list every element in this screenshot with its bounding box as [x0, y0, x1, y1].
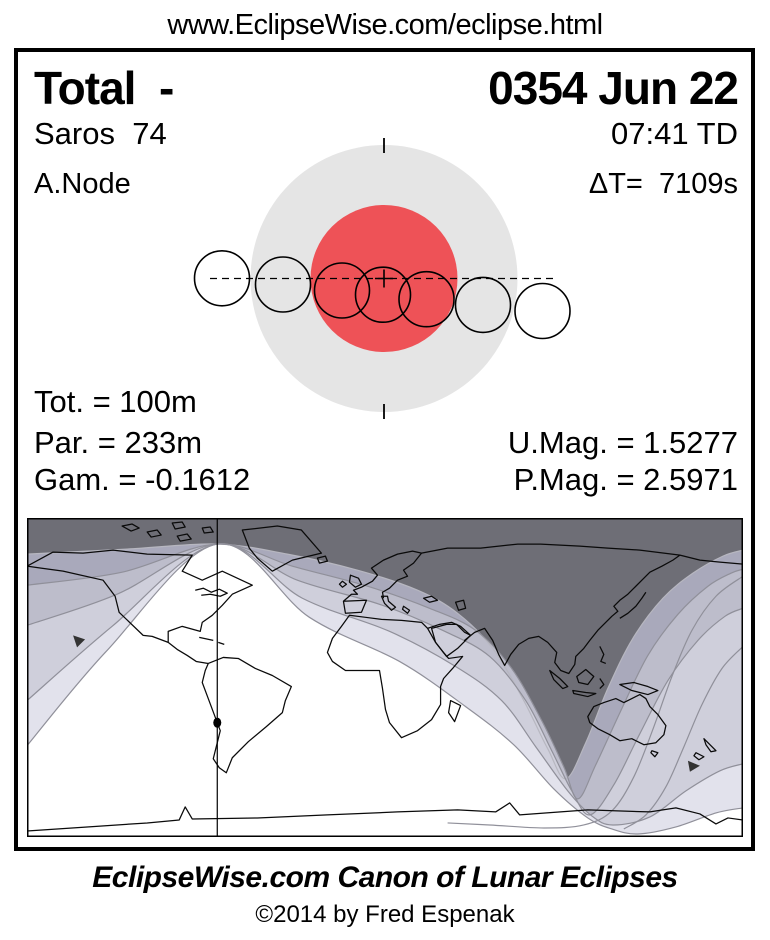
- moon-circle: [454, 276, 512, 334]
- sub-lunar-point-dot: [213, 717, 222, 728]
- visibility-band: [27, 543, 743, 815]
- coastline: [218, 641, 225, 645]
- penumbral-magnitude-label: P.Mag. = 2.5971: [513, 462, 738, 497]
- time-label: 07:41 TD: [611, 116, 738, 151]
- totality-duration-label: Tot. = 100m: [34, 384, 197, 419]
- umbral-magnitude-label: U.Mag. = 1.5277: [507, 425, 738, 460]
- coastline: [27, 802, 743, 832]
- saros-label: Saros 74: [34, 116, 167, 151]
- visibility-band: [27, 543, 743, 825]
- coastline: [619, 681, 659, 696]
- coastline: [201, 526, 214, 534]
- continent-outlines: [27, 521, 743, 832]
- coastline: [167, 641, 209, 665]
- coastline: [199, 636, 214, 641]
- coastline: [454, 599, 467, 611]
- shadow-geometry-diagram: [193, 138, 571, 419]
- coastline: [348, 574, 363, 588]
- band-boundary-lines: [27, 543, 743, 835]
- visibility-map-frame: [27, 518, 743, 837]
- coastline: [401, 605, 411, 614]
- coastline: [427, 554, 681, 675]
- coastline: [422, 595, 439, 603]
- coastline: [121, 523, 140, 532]
- coastline: [342, 599, 368, 614]
- coastline: [447, 699, 462, 723]
- moon-circle: [254, 256, 312, 313]
- coastline: [599, 678, 605, 689]
- coastline: [380, 595, 397, 611]
- coastline: [421, 543, 743, 565]
- coastline: [316, 555, 329, 564]
- coastline: [176, 533, 192, 542]
- coastline: [576, 668, 595, 686]
- eclipse-visibility-bands: [27, 518, 743, 835]
- coastline: [619, 591, 647, 619]
- coastline: [587, 693, 667, 746]
- footer-copyright: ©2014 by Fred Espenak: [255, 901, 515, 928]
- partial-duration-label: Par. = 233m: [34, 425, 203, 460]
- visibility-band: [27, 543, 743, 835]
- node-label: A.Node: [34, 168, 131, 200]
- coastline: [326, 614, 464, 739]
- coastline: [572, 689, 597, 698]
- coastline: [201, 656, 292, 774]
- coastline: [241, 525, 323, 572]
- curve-arrow-icon: [687, 760, 700, 772]
- coastline: [343, 550, 423, 602]
- page-title-url: www.EclipseWise.com/eclipse.html: [167, 9, 603, 41]
- moon-circle: [313, 262, 371, 319]
- coastline: [146, 529, 162, 538]
- coastline: [27, 549, 253, 644]
- moon-path-circles: [193, 249, 571, 340]
- coastline: [703, 738, 717, 753]
- moon-circle: [514, 282, 571, 340]
- moon-circle: [398, 270, 455, 328]
- no-eclipse-dark-region: [27, 518, 743, 779]
- gamma-label: Gam. = -0.1612: [34, 462, 251, 497]
- contact-curve: [447, 575, 743, 829]
- moon-circle: [193, 249, 251, 307]
- map-marks: [213, 518, 222, 837]
- coastline: [549, 669, 569, 690]
- moon-circle: [354, 266, 412, 324]
- eclipse-date-label: 0354 Jun 22: [488, 62, 739, 114]
- footer-canon-title: EclipseWise.com Canon of Lunar Eclipses: [92, 861, 678, 894]
- coastline: [650, 750, 659, 758]
- delta-t-label: ΔT= 7109s: [588, 168, 738, 200]
- coastline: [338, 580, 348, 588]
- coastline: [195, 587, 228, 597]
- eclipse-type-label: Total -: [34, 62, 174, 114]
- world-visibility-map: [27, 518, 743, 837]
- coastline: [599, 646, 607, 665]
- shadow-axis-ticks: [210, 138, 557, 419]
- coastline: [171, 521, 186, 530]
- contact-curve: [623, 645, 743, 830]
- coastline: [693, 752, 705, 761]
- visibility-band: [27, 543, 743, 799]
- map-border: [27, 518, 743, 837]
